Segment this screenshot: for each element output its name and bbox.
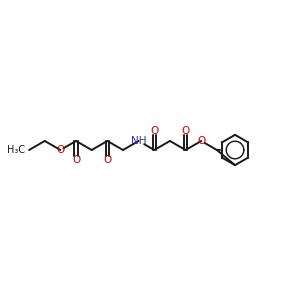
Text: NH: NH <box>131 136 146 146</box>
Text: O: O <box>72 155 80 165</box>
Text: O: O <box>150 126 158 136</box>
Text: O: O <box>197 136 206 146</box>
Text: O: O <box>182 126 190 136</box>
Text: H₃C: H₃C <box>7 145 25 155</box>
Text: O: O <box>56 145 64 155</box>
Text: O: O <box>103 155 112 165</box>
